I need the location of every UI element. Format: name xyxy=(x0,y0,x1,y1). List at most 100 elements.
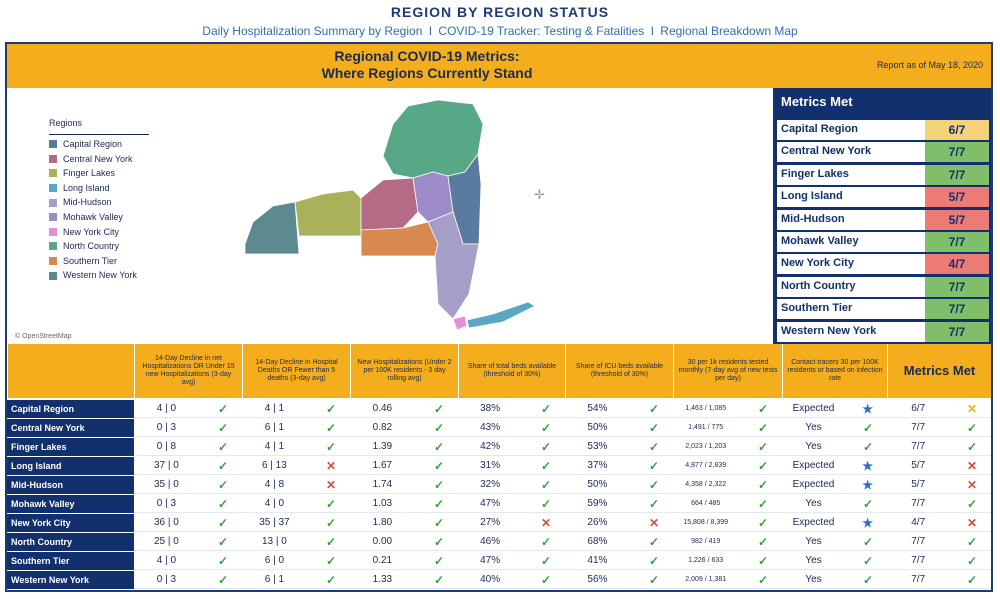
metrics-panel-row[interactable]: Mid-Hudson 5/7 xyxy=(777,209,989,230)
table-header-cell: New Hospitalizations (Under 2 per 100K r… xyxy=(350,344,458,398)
dashboard: Regional COVID-19 Metrics: Where Regions… xyxy=(5,42,993,592)
ny-state-map[interactable] xyxy=(243,94,543,344)
cell-value: Yes xyxy=(805,422,822,433)
row-region-name[interactable]: Long Island xyxy=(7,457,134,475)
table-cell: 6 | 0 ✓ xyxy=(242,552,350,570)
table-header-cell: Share of ICU beds available (threshold o… xyxy=(565,344,673,398)
table-cell: 0 | 8 ✓ xyxy=(134,438,242,456)
map-region-long-island[interactable] xyxy=(466,301,536,329)
check-icon: ✓ xyxy=(648,554,659,568)
table-cell: Yes ✓ xyxy=(782,552,887,570)
map-credit[interactable]: © OpenStreetMap xyxy=(15,333,72,340)
cell-value: 37% xyxy=(587,460,608,471)
check-icon: ✓ xyxy=(757,573,768,587)
legend-item[interactable]: New York City xyxy=(49,225,149,240)
metrics-panel-row[interactable]: Long Island 5/7 xyxy=(777,187,989,208)
legend-item[interactable]: Capital Region xyxy=(49,137,149,152)
cell-value: 47% xyxy=(480,555,501,566)
cell-value: 0.21 xyxy=(372,555,393,566)
table-row: Southern Tier 4 | 0 ✓ 6 | 0 ✓ 0.21 ✓ 47% ✓ 41% ✓ 1,… xyxy=(7,552,991,570)
cell-value: 0.46 xyxy=(372,403,393,414)
check-icon: ✓ xyxy=(540,421,551,435)
cell-value: 15,808 / 8,399 xyxy=(683,519,729,526)
link-covid-tracker[interactable]: COVID-19 Tracker: Testing & Fatalities xyxy=(438,24,645,38)
cell-value: 50% xyxy=(587,422,608,433)
row-region-name[interactable]: Mohawk Valley xyxy=(7,495,134,513)
cell-value: 56% xyxy=(587,574,608,585)
legend-item[interactable]: Long Island xyxy=(49,181,149,196)
cell-value: 0 | 8 xyxy=(156,441,177,452)
table-header-cell: 30 per 1k residents tested monthly (7-da… xyxy=(673,344,782,398)
legend-item[interactable]: North Country xyxy=(49,239,149,254)
metrics-panel-row[interactable]: Mohawk Valley 7/7 xyxy=(777,232,989,252)
check-icon: ✓ xyxy=(325,535,336,549)
map-region-north-country[interactable] xyxy=(382,99,484,179)
check-icon: ✓ xyxy=(648,573,659,587)
x-icon: ✕ xyxy=(966,516,977,530)
legend-item[interactable]: Mohawk Valley xyxy=(49,210,149,225)
metrics-panel-row[interactable]: North Country 7/7 xyxy=(777,276,989,297)
region-map[interactable]: Regions Capital Region Central New York Fi… xyxy=(7,88,771,346)
table-cell: 68% ✓ xyxy=(565,533,673,551)
legend-item[interactable]: Western New York xyxy=(49,268,149,283)
metrics-panel-row[interactable]: Capital Region 6/7 xyxy=(777,120,989,140)
legend-item[interactable]: Southern Tier xyxy=(49,254,149,269)
table-cell: 56% ✓ xyxy=(565,571,673,589)
check-icon: ✓ xyxy=(540,573,551,587)
metrics-panel-row[interactable]: Central New York 7/7 xyxy=(777,142,989,163)
row-region-name[interactable]: Central New York xyxy=(7,419,134,437)
check-icon: ✓ xyxy=(966,421,977,435)
row-region-name[interactable]: North Country xyxy=(7,533,134,551)
link-hospitalization-summary[interactable]: Daily Hospitalization Summary by Region xyxy=(202,24,423,38)
cell-value: 4 | 1 xyxy=(264,441,285,452)
row-region-name[interactable]: Capital Region xyxy=(7,400,134,418)
table-row: North Country 25 | 0 ✓ 13 | 0 ✓ 0.00 ✓ 46% ✓ 68% ✓… xyxy=(7,533,991,551)
table-cell: 1.39 ✓ xyxy=(350,438,458,456)
row-region-name[interactable]: Southern Tier xyxy=(7,552,134,570)
cell-value: 7/7 xyxy=(911,536,926,547)
table-cell: 43% ✓ xyxy=(458,419,565,437)
metrics-panel-region: Central New York xyxy=(781,145,872,158)
table-cell: Expected ★ xyxy=(782,457,887,475)
table-cell: 5/7 ✕ xyxy=(887,457,991,475)
map-region-central-new-york[interactable] xyxy=(360,177,419,231)
legend-label: Central New York xyxy=(63,153,133,164)
metrics-panel-row[interactable]: Finger Lakes 7/7 xyxy=(777,164,989,185)
metrics-panel-row[interactable]: Western New York 7/7 xyxy=(777,321,989,342)
table-cell: 47% ✓ xyxy=(458,495,565,513)
row-region-name[interactable]: New York City xyxy=(7,514,134,532)
table-cell: 2,023 / 1,203 ✓ xyxy=(673,438,782,456)
metrics-panel-row[interactable]: New York City 4/7 xyxy=(777,254,989,275)
table-cell: 664 / 485 ✓ xyxy=(673,495,782,513)
table-header-cell: Contact tracers 30 per 100K residents or… xyxy=(782,344,887,398)
table-cell: 1,226 / 633 ✓ xyxy=(673,552,782,570)
cell-value: 7/7 xyxy=(911,574,926,585)
map-region-mid-hudson[interactable] xyxy=(427,211,480,320)
cell-value: Yes xyxy=(805,574,822,585)
map-legend: Regions Capital Region Central New York Fi… xyxy=(49,118,149,283)
table-cell: 4 | 0 ✓ xyxy=(242,495,350,513)
table-cell: 6/7 ✕ xyxy=(887,400,991,418)
row-region-name[interactable]: Mid-Hudson xyxy=(7,476,134,494)
map-region-western-new-york[interactable] xyxy=(244,201,300,255)
row-region-name[interactable]: Western New York xyxy=(7,571,134,589)
row-region-name[interactable]: Finger Lakes xyxy=(7,438,134,456)
cell-value: 4/7 xyxy=(911,517,926,528)
link-regional-map[interactable]: Regional Breakdown Map xyxy=(660,24,798,38)
table-cell: 6 | 1 ✓ xyxy=(242,419,350,437)
map-region-new-york-city[interactable] xyxy=(452,315,468,331)
cell-value: 54% xyxy=(587,403,608,414)
cell-value: 1.33 xyxy=(372,574,393,585)
map-region-finger-lakes[interactable] xyxy=(294,189,362,237)
cell-value: 4 | 8 xyxy=(264,479,285,490)
legend-item[interactable]: Finger Lakes xyxy=(49,166,149,181)
cell-value: 6 | 13 xyxy=(261,460,287,471)
banner-title-line2: Where Regions Currently Stand xyxy=(321,65,533,81)
metrics-panel-value: 5/7 xyxy=(925,209,989,230)
check-icon: ✓ xyxy=(757,478,768,492)
metrics-panel-row[interactable]: Southern Tier 7/7 xyxy=(777,299,989,320)
legend-item[interactable]: Mid-Hudson xyxy=(49,195,149,210)
legend-item[interactable]: Central New York xyxy=(49,152,149,167)
cell-value: 6 | 1 xyxy=(264,422,285,433)
cell-value: 1.39 xyxy=(372,441,393,452)
